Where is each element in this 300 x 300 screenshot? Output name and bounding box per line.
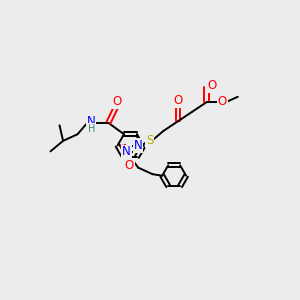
Text: S: S	[146, 134, 154, 147]
Text: N: N	[122, 146, 131, 158]
Text: O: O	[112, 95, 122, 108]
Text: O: O	[207, 79, 216, 92]
Text: O: O	[173, 94, 182, 107]
Text: O: O	[125, 159, 134, 172]
Text: N: N	[134, 139, 142, 152]
Text: O: O	[218, 95, 227, 108]
Text: H: H	[88, 124, 95, 134]
Text: N: N	[87, 115, 95, 128]
